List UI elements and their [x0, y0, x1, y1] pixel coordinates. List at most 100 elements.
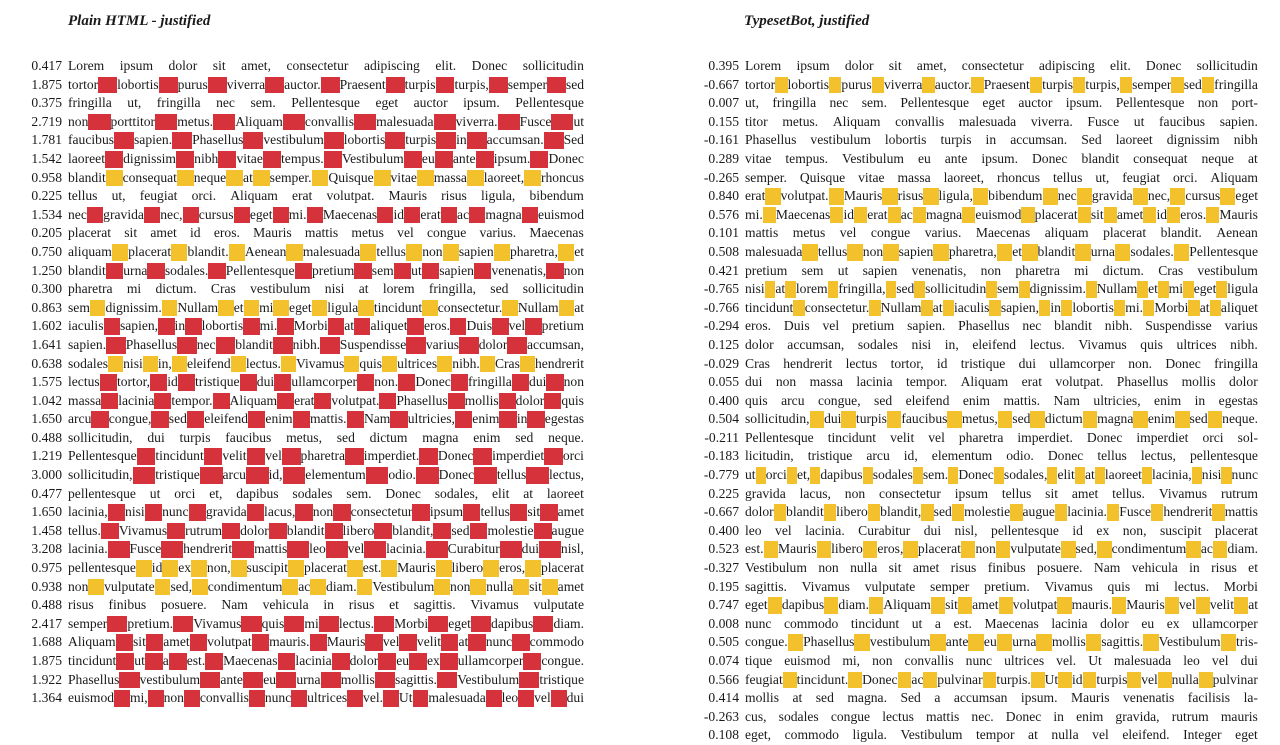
inter-word-space — [1210, 393, 1214, 410]
inter-word-space — [374, 671, 396, 689]
inter-word-space — [527, 411, 545, 428]
badness-value: 1.922 — [31, 671, 62, 687]
inter-word-space — [950, 114, 954, 131]
inter-word-space — [171, 355, 187, 373]
inter-word-space — [207, 76, 227, 94]
line-text: titor metus. Aliquam convallis malesuada vive… — [745, 113, 1258, 131]
text-line: 1.575 lectus tortor, id tristique dui ullamcor… — [22, 373, 584, 392]
text-line: 1.364 euismod mi, non convallis nunc ultrices v… — [22, 689, 584, 708]
inter-word-space — [1107, 95, 1111, 112]
inter-word-space — [426, 58, 430, 75]
inter-word-space — [766, 523, 770, 540]
text-line: 0.508 malesuada tellus non sapien pharetra, et… — [696, 243, 1258, 262]
inter-word-space — [1168, 337, 1172, 354]
line-text: blandit urna sodales. Pellentesque pretium se… — [68, 262, 584, 280]
inter-word-space — [382, 355, 398, 373]
inter-word-space — [474, 467, 497, 484]
inter-word-space — [887, 206, 901, 224]
inter-word-space — [876, 132, 880, 149]
inter-word-space — [971, 76, 984, 94]
inter-word-space — [1187, 58, 1191, 75]
inter-word-space — [540, 504, 558, 521]
text-line: -0.667 dolor blandit libero blandit, sed moles… — [696, 503, 1258, 522]
inter-word-space — [150, 374, 168, 391]
badness-value: 1.542 — [31, 150, 62, 166]
inter-word-space — [1175, 411, 1190, 428]
text-line: 1.650 lacinia, nisi nunc gravida lacus, non con… — [22, 503, 584, 522]
inter-word-space — [1103, 486, 1107, 503]
badness-value: -0.667 — [703, 76, 739, 92]
inter-word-space — [183, 188, 187, 205]
inter-word-space — [114, 132, 134, 149]
inter-word-space — [171, 243, 188, 261]
inter-word-space — [461, 597, 465, 614]
line-text: Pellentesque tincidunt velit vel pharetra imp… — [745, 429, 1258, 445]
inter-word-space — [1133, 616, 1137, 633]
inter-word-space — [314, 597, 318, 614]
inter-word-space — [809, 411, 825, 428]
inter-word-space — [1078, 114, 1082, 131]
inter-word-space — [848, 671, 863, 689]
inter-word-space — [862, 225, 866, 242]
inter-word-space — [404, 597, 408, 614]
inter-word-space — [381, 560, 398, 577]
inter-word-space — [1212, 486, 1216, 503]
inter-word-space — [281, 448, 301, 466]
inter-word-space — [181, 225, 185, 242]
inter-word-space — [903, 616, 907, 633]
inter-word-space — [232, 541, 255, 559]
inter-word-space — [221, 188, 225, 205]
inter-word-space — [497, 113, 520, 131]
inter-word-space — [1087, 170, 1091, 187]
inter-word-space — [762, 206, 776, 224]
inter-word-space — [871, 76, 884, 94]
inter-word-space — [1082, 671, 1097, 689]
inter-word-space — [147, 262, 165, 280]
inter-word-space — [787, 634, 804, 651]
inter-word-space — [520, 188, 524, 205]
inter-word-space — [967, 727, 971, 744]
inter-word-space — [154, 578, 171, 596]
text-line: -0.294 eros. Duis vel pretium sapien. Phasellu… — [696, 317, 1258, 336]
line-text: Cras hendrerit lectus tortor, id tristique dui… — [745, 355, 1258, 371]
inter-word-space — [245, 225, 249, 242]
inter-word-space — [853, 263, 857, 280]
inter-word-space — [1023, 151, 1027, 168]
inter-word-space — [280, 355, 297, 373]
inter-word-space — [854, 206, 868, 224]
inter-word-space — [773, 114, 777, 131]
text-line: 0.289 vitae tempus. Vestibulum eu ante ipsum. D… — [696, 150, 1258, 169]
inter-word-space — [1212, 504, 1225, 521]
inter-word-space — [325, 541, 348, 559]
badness-value: 2.719 — [31, 113, 62, 129]
inter-word-space — [203, 448, 223, 466]
inter-word-space — [248, 411, 266, 428]
inter-word-space — [547, 76, 566, 94]
inter-word-space — [1018, 281, 1030, 298]
inter-word-space — [1054, 504, 1068, 521]
inter-word-space — [155, 113, 178, 131]
inter-word-space — [767, 597, 782, 614]
inter-word-space — [462, 58, 466, 75]
inter-word-space — [344, 355, 360, 373]
inter-word-space — [177, 336, 197, 354]
inter-word-space — [926, 690, 930, 707]
badness-value: 0.840 — [708, 188, 739, 204]
inter-word-space — [784, 690, 788, 707]
line-text: vitae tempus. Vestibulum eu ante ipsum. Donec b… — [745, 150, 1258, 168]
inter-word-space — [1213, 709, 1217, 726]
inter-word-space — [469, 522, 488, 540]
inter-word-space — [839, 690, 843, 707]
inter-word-space — [243, 132, 264, 149]
inter-word-space — [115, 634, 133, 651]
inter-word-space — [963, 709, 967, 726]
inter-word-space — [89, 299, 106, 317]
inter-word-space — [364, 541, 387, 559]
inter-word-space — [952, 58, 956, 75]
inter-word-space — [962, 206, 976, 224]
inter-word-space — [450, 374, 469, 391]
text-line: 0.400 quis arcu congue, sed eleifend enim matti… — [696, 392, 1258, 411]
inter-word-space — [374, 522, 393, 540]
inter-word-space — [1136, 579, 1140, 596]
inter-word-space — [996, 243, 1013, 261]
